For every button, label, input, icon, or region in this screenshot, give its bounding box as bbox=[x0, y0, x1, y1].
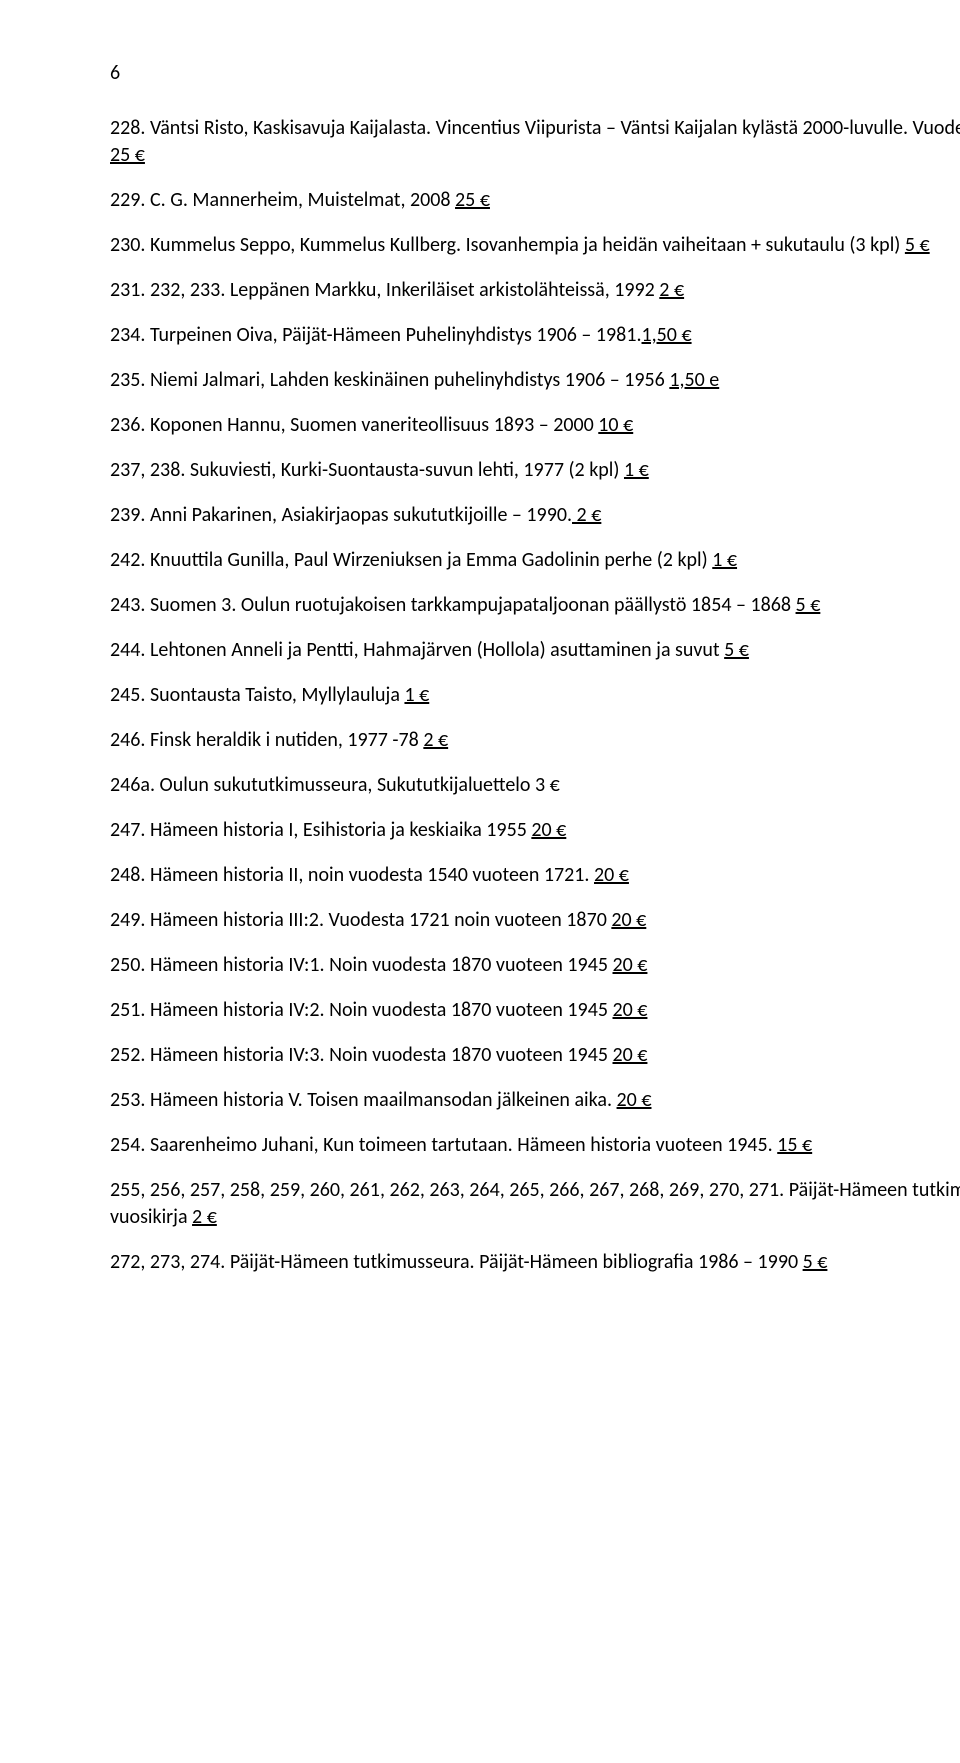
entry-text: 234. Turpeinen Oiva, Päijät-Hämeen Puhel… bbox=[110, 323, 642, 347]
entry-text: 251. Hämeen historia IV:2. Noin vuodesta… bbox=[110, 998, 613, 1022]
entry-row: 230. Kummelus Seppo, Kummelus Kullberg. … bbox=[110, 232, 960, 259]
entry-row: 246a. Oulun sukututkimusseura, Sukututki… bbox=[110, 772, 960, 799]
entry-price: 1,50 e bbox=[669, 368, 719, 392]
entry-row: 242. Knuuttila Gunilla, Paul Wirzeniukse… bbox=[110, 547, 960, 574]
entry-row: 272, 273, 274. Päijät-Hämeen tutkimusseu… bbox=[110, 1249, 960, 1276]
entry-price: 20 € bbox=[613, 1043, 648, 1067]
entry-text: 228. Väntsi Risto, Kaskisavuja Kaijalast… bbox=[110, 116, 960, 140]
entry-row: 245. Suontausta Taisto, Myllylauluja 1 € bbox=[110, 682, 960, 709]
entry-price: 20 € bbox=[613, 998, 648, 1022]
entry-price: 2 € bbox=[572, 503, 601, 527]
entry-price: 10 € bbox=[598, 413, 633, 437]
entry-text: 250. Hämeen historia IV:1. Noin vuodesta… bbox=[110, 953, 613, 977]
entry-row: 254. Saarenheimo Juhani, Kun toimeen tar… bbox=[110, 1132, 960, 1159]
entry-text: 252. Hämeen historia IV:3. Noin vuodesta… bbox=[110, 1043, 613, 1067]
entry-price: 15 € bbox=[777, 1133, 812, 1157]
entry-text: 231. 232, 233. Leppänen Markku, Inkerilä… bbox=[110, 278, 659, 302]
entry-row: 244. Lehtonen Anneli ja Pentti, Hahmajär… bbox=[110, 637, 960, 664]
entry-text: 236. Koponen Hannu, Suomen vaneriteollis… bbox=[110, 413, 598, 437]
entry-price: 5 € bbox=[724, 638, 749, 662]
entry-row: 228. Väntsi Risto, Kaskisavuja Kaijalast… bbox=[110, 115, 960, 169]
entry-price: 1 € bbox=[624, 458, 649, 482]
entries-list: 228. Väntsi Risto, Kaskisavuja Kaijalast… bbox=[110, 115, 960, 1276]
entry-text: 229. C. G. Mannerheim, Muistelmat, 2008 bbox=[110, 188, 455, 212]
entry-text: 237, 238. Sukuviesti, Kurki-Suontausta-s… bbox=[110, 458, 624, 482]
entry-text: 253. Hämeen historia V. Toisen maailmans… bbox=[110, 1088, 617, 1112]
entry-row: 237, 238. Sukuviesti, Kurki-Suontausta-s… bbox=[110, 457, 960, 484]
entry-row: 255, 256, 257, 258, 259, 260, 261, 262, … bbox=[110, 1177, 960, 1231]
entry-price: 1,50 € bbox=[642, 323, 692, 347]
entry-row: 252. Hämeen historia IV:3. Noin vuodesta… bbox=[110, 1042, 960, 1069]
entry-text: 248. Hämeen historia II, noin vuodesta 1… bbox=[110, 863, 594, 887]
entry-price: 1 € bbox=[712, 548, 737, 572]
entry-price: 25 € bbox=[455, 188, 490, 212]
entry-price: 5 € bbox=[796, 593, 821, 617]
entry-row: 234. Turpeinen Oiva, Päijät-Hämeen Puhel… bbox=[110, 322, 960, 349]
entry-row: 247. Hämeen historia I, Esihistoria ja k… bbox=[110, 817, 960, 844]
entry-text: 249. Hämeen historia III:2. Vuodesta 172… bbox=[110, 908, 611, 932]
entry-text: 235. Niemi Jalmari, Lahden keskinäinen p… bbox=[110, 368, 669, 392]
entry-price: 5 € bbox=[803, 1250, 828, 1274]
entry-text: 245. Suontausta Taisto, Myllylauluja bbox=[110, 683, 404, 707]
entry-row: 246. Finsk heraldik i nutiden, 1977 -78 … bbox=[110, 727, 960, 754]
entry-row: 229. C. G. Mannerheim, Muistelmat, 2008 … bbox=[110, 187, 960, 214]
entry-price: 20 € bbox=[531, 818, 566, 842]
page-number: 6 bbox=[110, 60, 960, 87]
entry-price: 20 € bbox=[611, 908, 646, 932]
entry-row: 235. Niemi Jalmari, Lahden keskinäinen p… bbox=[110, 367, 960, 394]
entry-row: 253. Hämeen historia V. Toisen maailmans… bbox=[110, 1087, 960, 1114]
entry-row: 249. Hämeen historia III:2. Vuodesta 172… bbox=[110, 907, 960, 934]
entry-price: 1 € bbox=[404, 683, 429, 707]
entry-row: 250. Hämeen historia IV:1. Noin vuodesta… bbox=[110, 952, 960, 979]
entry-row: 231. 232, 233. Leppänen Markku, Inkerilä… bbox=[110, 277, 960, 304]
entry-row: 239. Anni Pakarinen, Asiakirjaopas sukut… bbox=[110, 502, 960, 529]
entry-text: 244. Lehtonen Anneli ja Pentti, Hahmajär… bbox=[110, 638, 724, 662]
entry-price: 20 € bbox=[594, 863, 629, 887]
entry-text: 247. Hämeen historia I, Esihistoria ja k… bbox=[110, 818, 531, 842]
entry-price: 2 € bbox=[192, 1205, 217, 1229]
entry-text: 246. Finsk heraldik i nutiden, 1977 -78 bbox=[110, 728, 423, 752]
entry-price: 2 € bbox=[659, 278, 684, 302]
entry-text: 230. Kummelus Seppo, Kummelus Kullberg. … bbox=[110, 233, 905, 257]
entry-text: 243. Suomen 3. Oulun ruotujakoisen tarkk… bbox=[110, 593, 796, 617]
entry-row: 236. Koponen Hannu, Suomen vaneriteollis… bbox=[110, 412, 960, 439]
entry-price: 5 € bbox=[905, 233, 930, 257]
entry-row: 243. Suomen 3. Oulun ruotujakoisen tarkk… bbox=[110, 592, 960, 619]
entry-price: 20 € bbox=[613, 953, 648, 977]
entry-price: 25 € bbox=[110, 143, 145, 167]
entry-text: 242. Knuuttila Gunilla, Paul Wirzeniukse… bbox=[110, 548, 712, 572]
entry-row: 248. Hämeen historia II, noin vuodesta 1… bbox=[110, 862, 960, 889]
entry-text: 239. Anni Pakarinen, Asiakirjaopas sukut… bbox=[110, 503, 572, 527]
entry-row: 251. Hämeen historia IV:2. Noin vuodesta… bbox=[110, 997, 960, 1024]
entry-text: 254. Saarenheimo Juhani, Kun toimeen tar… bbox=[110, 1133, 777, 1157]
entry-text: 272, 273, 274. Päijät-Hämeen tutkimusseu… bbox=[110, 1250, 803, 1274]
entry-price: 2 € bbox=[423, 728, 448, 752]
entry-price: 20 € bbox=[617, 1088, 652, 1112]
entry-text: 255, 256, 257, 258, 259, 260, 261, 262, … bbox=[110, 1178, 960, 1229]
entry-text: 246a. Oulun sukututkimusseura, Sukututki… bbox=[110, 773, 560, 797]
